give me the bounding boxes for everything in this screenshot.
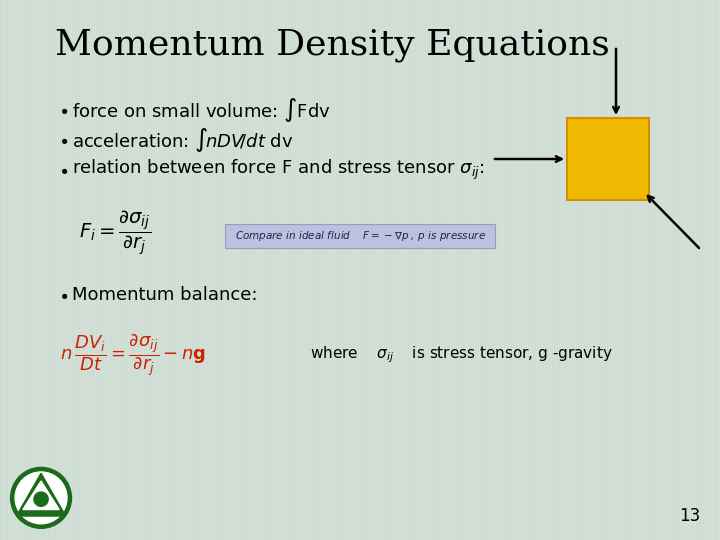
Text: $\bullet$: $\bullet$ [58,101,68,119]
Text: $\bullet$: $\bullet$ [58,286,68,304]
Text: force on small volume: $\int$Fdv: force on small volume: $\int$Fdv [72,96,331,124]
Text: relation between force F and stress tensor $\sigma_{ij}$:: relation between force F and stress tens… [72,158,485,182]
Polygon shape [23,481,59,510]
Text: $n\,\dfrac{\mathit{DV_i}}{\mathit{Dt}} = \dfrac{\partial\sigma_{ij}}{\partial r_: $n\,\dfrac{\mathit{DV_i}}{\mathit{Dt}} =… [60,332,206,378]
Polygon shape [17,473,66,516]
Circle shape [11,468,71,528]
Circle shape [34,492,48,507]
Text: $\bullet$: $\bullet$ [58,161,68,179]
Text: acceleration: $\int\!\mathit{n}DV\!/\mathit{dt}$ dv: acceleration: $\int\!\mathit{n}DV\!/\mat… [72,126,294,154]
Circle shape [15,472,67,524]
Text: 13: 13 [679,507,700,525]
Text: $\mathit{Compare\ in\ ideal\ fluid}$    $F = -\nabla p$ , $\mathit{p\ is\ pressu: $\mathit{Compare\ in\ ideal\ fluid}$ $F … [235,229,485,243]
Text: Momentum Density Equations: Momentum Density Equations [55,28,610,62]
Text: Momentum balance:: Momentum balance: [72,286,258,304]
Text: $\bullet$: $\bullet$ [58,131,68,149]
Text: where    $\sigma_{ij}$    is stress tensor, g -gravity: where $\sigma_{ij}$ is stress tensor, g … [310,345,613,365]
Bar [567,118,649,200]
Text: $F_i = \dfrac{\partial \sigma_{ij}}{\partial r_j}$: $F_i = \dfrac{\partial \sigma_{ij}}{\par… [79,208,151,258]
Bar [225,224,495,248]
